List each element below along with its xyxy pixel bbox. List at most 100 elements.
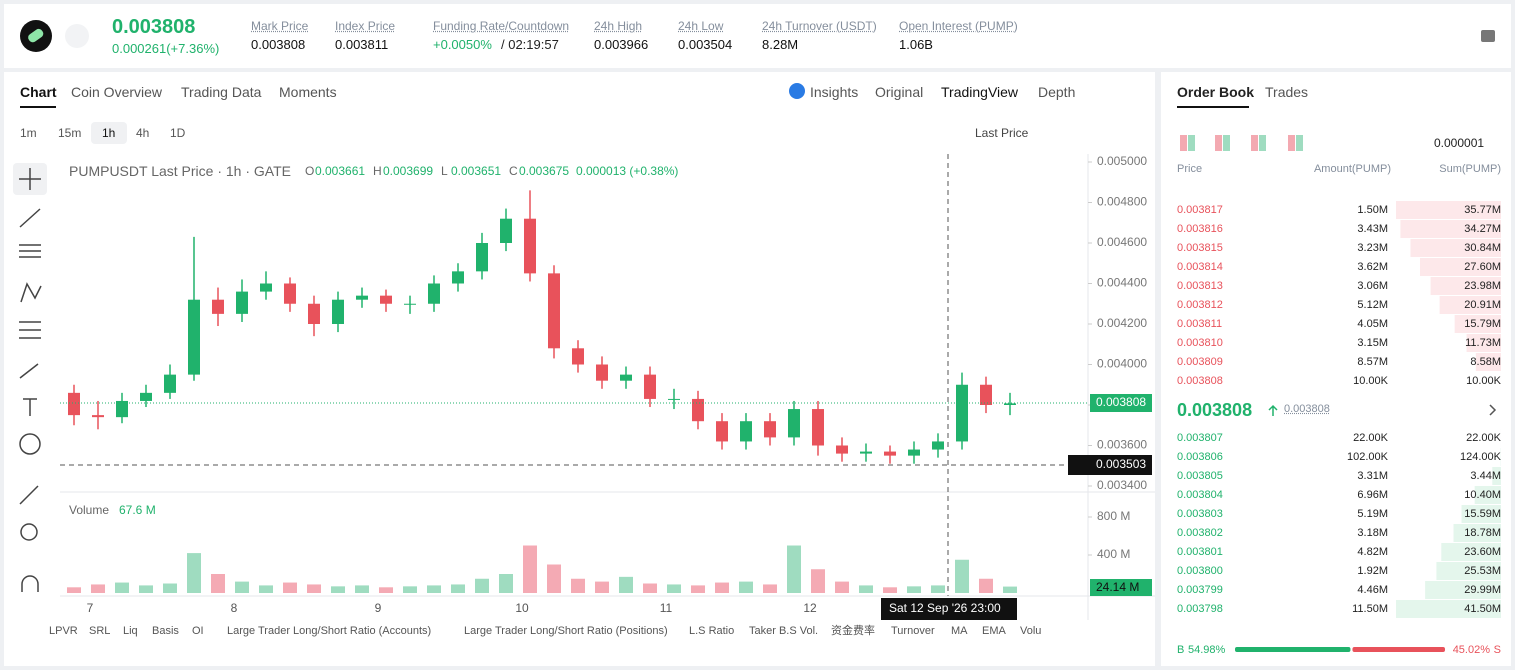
candle-body [356, 295, 368, 300]
indicator[interactable]: MA [951, 625, 968, 637]
depth-bar [1453, 524, 1501, 542]
stat-label: Mark Price [251, 19, 309, 33]
view-tab[interactable]: Original [875, 84, 924, 100]
indicator[interactable]: Large Trader Long/Short Ratio (Accounts) [227, 625, 432, 637]
legend-key: C [509, 164, 518, 178]
volume-bar [667, 584, 681, 593]
view-tab[interactable]: Depth [1038, 84, 1076, 100]
stat-label: 24h Low [678, 19, 724, 33]
view-tab[interactable]: TradingView [941, 84, 1019, 100]
legend-key: L [441, 164, 448, 178]
indicator[interactable]: LPVR [49, 625, 78, 637]
insights-icon [789, 83, 805, 99]
view-tab[interactable]: Insights [810, 84, 859, 100]
price-change: 0.000261(+7.36%) [112, 41, 220, 56]
volume-bar [595, 581, 609, 593]
volume-bar [787, 545, 801, 593]
legend-key: O [305, 164, 315, 178]
indicator[interactable]: Large Trader Long/Short Ratio (Positions… [464, 625, 668, 637]
indicator[interactable]: EMA [982, 625, 1006, 637]
ob-sum: 27.60M [1464, 261, 1501, 273]
ob-price: 0.003814 [1177, 261, 1223, 273]
ob-amount: 3.31M [1357, 470, 1388, 482]
ob-sum: 22.00K [1466, 432, 1501, 444]
interval[interactable]: 1D [170, 126, 186, 140]
ob-mode [1188, 135, 1195, 151]
indicator[interactable]: OI [192, 625, 204, 637]
ob-amount: 4.46M [1357, 584, 1388, 596]
indicator[interactable]: Taker B.S Vol. [749, 625, 819, 637]
candle-body [476, 243, 488, 272]
ob-price: 0.003802 [1177, 527, 1223, 539]
depth-bar [1400, 220, 1501, 238]
chart-tab[interactable]: Chart [20, 84, 57, 100]
volume-bar [1003, 586, 1017, 593]
depth-bar [1425, 581, 1501, 599]
indicator[interactable]: Turnover [891, 625, 935, 637]
candle-body [548, 273, 560, 349]
volume-bar [883, 587, 897, 593]
indicator[interactable]: SRL [89, 625, 111, 637]
menu-icon[interactable] [1481, 30, 1495, 42]
mid-price: 0.003808 [1177, 400, 1253, 420]
chart-tab[interactable]: Moments [279, 84, 337, 100]
sell-ratio [1352, 647, 1445, 652]
ob-amount: 3.43M [1357, 223, 1388, 235]
volume-bar [619, 576, 633, 593]
ob-tab[interactable]: Order Book [1177, 84, 1255, 100]
ob-sum: 41.50M [1464, 603, 1501, 615]
chart-tab[interactable]: Trading Data [181, 84, 262, 100]
stat-value: 0.003808 [251, 37, 306, 52]
cross-price-tag [1068, 455, 1152, 475]
volume-tag [1090, 579, 1152, 596]
indicator[interactable]: 资金费率 [831, 625, 875, 637]
interval[interactable]: 1m [20, 126, 37, 140]
volume-bar [115, 582, 129, 593]
stat-label: 24h Turnover (USDT) [762, 19, 877, 33]
depth-bar [1410, 239, 1501, 257]
ob-price: 0.003804 [1177, 489, 1223, 501]
volume-bar [955, 559, 969, 593]
price-type[interactable]: Last Price [975, 126, 1029, 140]
indicator[interactable]: Volu [1020, 625, 1042, 637]
stat-label: Index Price [335, 19, 396, 33]
ob-amount: 3.06M [1357, 280, 1388, 292]
y-tick-label: 0.005000 [1097, 154, 1147, 168]
ob-sum: 11.73M [1465, 337, 1501, 349]
depth-bar [1436, 562, 1501, 580]
stat-value: 0.003966 [594, 37, 649, 52]
ob-amount: 5.19M [1357, 508, 1388, 520]
ob-price: 0.003801 [1177, 546, 1223, 558]
candle-body [68, 392, 80, 416]
depth-bar [1430, 277, 1501, 295]
interval[interactable]: 1h [102, 126, 116, 140]
ob-mode [1288, 135, 1295, 151]
ob-price: 0.003808 [1177, 375, 1223, 387]
legend-value: 0.003661 [315, 164, 366, 178]
ob-sum: 23.98M [1464, 280, 1501, 292]
depth-bar [1475, 353, 1501, 371]
favorite[interactable] [65, 24, 89, 48]
chart-tab[interactable]: Coin Overview [71, 84, 163, 100]
last-price-label: 0.003808 [1096, 395, 1146, 409]
ob-mode [1251, 135, 1258, 151]
ob-amount: 3.18M [1357, 527, 1388, 539]
y-tick-label: 0.003600 [1097, 438, 1147, 452]
volume-bar [211, 574, 225, 593]
interval[interactable]: 15m [58, 126, 82, 140]
interval[interactable]: 4h [136, 126, 150, 140]
ob-tab[interactable]: Trades [1265, 84, 1309, 100]
y-tick-label: 0.004200 [1097, 316, 1147, 330]
col-header: Price [1177, 163, 1203, 175]
ob-price: 0.003806 [1177, 451, 1223, 463]
last-price: 0.003808 [112, 16, 196, 38]
indicator[interactable]: Basis [152, 625, 179, 637]
ob-sum: 34.27M [1464, 223, 1501, 235]
candle-body [236, 291, 248, 314]
ob-price: 0.003800 [1177, 565, 1223, 577]
candle-body [956, 384, 968, 442]
indicator[interactable]: L.S Ratio [689, 625, 735, 637]
precision[interactable]: 0.000001 [1434, 136, 1485, 150]
indicator[interactable]: Liq [123, 625, 138, 637]
